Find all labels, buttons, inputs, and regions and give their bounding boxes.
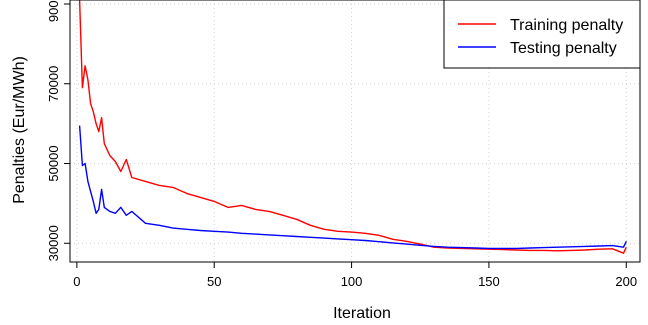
legend-box <box>443 0 641 69</box>
legend-label-training: Training penalty <box>510 17 623 34</box>
y-tick-label: 50000 <box>46 145 61 181</box>
y-axis: 30000 50000 70000 90000 <box>46 0 70 261</box>
plot-frame <box>69 0 641 263</box>
y-tick-label: 70000 <box>46 66 61 102</box>
legend: Training penalty Testing penalty <box>443 0 641 69</box>
x-axis: 0 50 100 150 200 <box>73 262 637 289</box>
x-axis-label: Iteration <box>333 305 391 322</box>
x-tick-label: 100 <box>341 274 363 289</box>
x-tick-label: 50 <box>207 274 221 289</box>
x-tick-label: 0 <box>73 274 80 289</box>
grid <box>70 0 640 262</box>
x-tick-label: 200 <box>615 274 637 289</box>
y-axis-label: Penalties (Eur/MWh) <box>11 56 28 204</box>
y-tick-label: 30000 <box>46 225 61 261</box>
x-tick-label: 150 <box>478 274 500 289</box>
series-line-training <box>78 0 627 254</box>
legend-label-testing: Testing penalty <box>510 40 617 57</box>
series-lines <box>78 0 627 254</box>
y-tick-label: 90000 <box>46 0 61 22</box>
series-line-testing <box>78 125 627 250</box>
